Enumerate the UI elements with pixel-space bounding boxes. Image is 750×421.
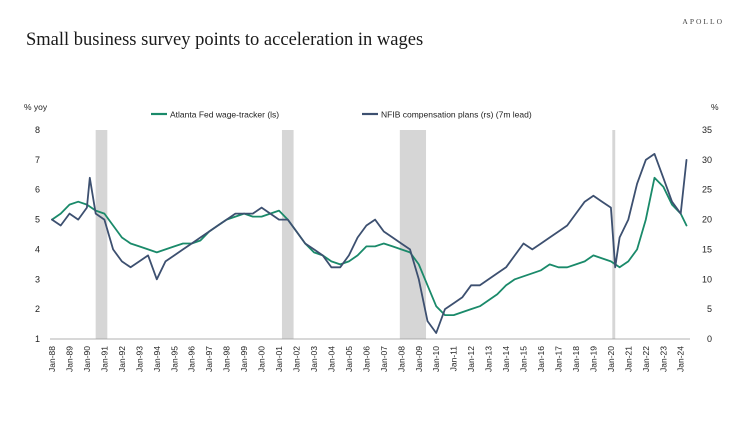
right-tick-label: 25 (702, 185, 712, 195)
x-tick-label: Jan-24 (676, 346, 686, 372)
right-tick-label: 10 (702, 274, 712, 284)
x-tick-label: Jan-20 (606, 346, 616, 372)
x-tick-label: Jan-99 (239, 346, 249, 372)
left-axis-ticks: 1 2 3 4 5 6 7 8 (35, 125, 40, 344)
left-tick-label: 4 (35, 244, 40, 254)
x-tick-label: Jan-16 (536, 346, 546, 372)
x-tick-label: Jan-88 (47, 346, 57, 372)
x-tick-label: Jan-06 (361, 346, 371, 372)
x-axis-ticks: Jan-88 Jan-89 Jan-90 Jan-91 Jan-92 Jan-93 Jan-… (47, 346, 686, 372)
x-tick-label: Jan-96 (187, 346, 197, 372)
left-tick-label: 3 (35, 274, 40, 284)
x-tick-label: Jan-98 (222, 346, 232, 372)
legend-label-wage-tracker: Atlanta Fed wage-tracker (ls) (170, 110, 279, 120)
x-tick-label: Jan-01 (274, 346, 284, 372)
x-tick-label: Jan-23 (658, 346, 668, 372)
recession-band (399, 130, 427, 339)
left-tick-label: 1 (35, 334, 40, 344)
right-tick-label: 20 (702, 215, 712, 225)
right-tick-label: 15 (702, 244, 712, 254)
x-tick-label: Jan-05 (344, 346, 354, 372)
left-tick-label: 7 (35, 155, 40, 165)
legend-label-nfib: NFIB compensation plans (rs) (7m lead) (381, 110, 532, 120)
left-tick-label: 2 (35, 304, 40, 314)
x-tick-label: Jan-12 (466, 346, 476, 372)
x-tick-label: Jan-00 (257, 346, 267, 372)
recession-bands (95, 130, 616, 339)
left-tick-label: 5 (35, 215, 40, 225)
x-tick-label: Jan-89 (64, 346, 74, 372)
legend: Atlanta Fed wage-tracker (ls) NFIB compe… (151, 110, 532, 120)
x-tick-label: Jan-07 (379, 346, 389, 372)
x-tick-label: Jan-97 (204, 346, 214, 372)
x-tick-label: Jan-93 (134, 346, 144, 372)
x-tick-label: Jan-22 (641, 346, 651, 372)
x-tick-label: Jan-02 (292, 346, 302, 372)
right-tick-label: 0 (707, 334, 712, 344)
left-tick-label: 8 (35, 125, 40, 135)
right-tick-label: 35 (702, 125, 712, 135)
series-lines (51, 152, 688, 334)
x-tick-label: Jan-08 (396, 346, 406, 372)
x-tick-label: Jan-19 (588, 346, 598, 372)
x-tick-label: Jan-21 (623, 346, 633, 372)
x-tick-label: Jan-04 (326, 346, 336, 372)
x-tick-label: Jan-15 (519, 346, 529, 372)
right-tick-label: 30 (702, 155, 712, 165)
right-axis-ticks: 0 5 10 15 20 25 30 35 (702, 125, 712, 344)
x-tick-label: Jan-14 (501, 346, 511, 372)
x-tick-label: Jan-91 (99, 346, 109, 372)
x-tick-label: Jan-09 (414, 346, 424, 372)
x-tick-label: Jan-10 (431, 346, 441, 372)
chart-title: Small business survey points to accelera… (26, 30, 424, 50)
left-axis-unit: % yoy (24, 102, 48, 112)
brand-logo: APOLLO (682, 17, 724, 26)
x-tick-label: Jan-90 (82, 346, 92, 372)
recession-band (281, 130, 294, 339)
x-tick-label: Jan-17 (553, 346, 563, 372)
recession-band (612, 130, 616, 339)
right-tick-label: 5 (707, 304, 712, 314)
right-axis-unit: % (711, 102, 719, 112)
x-tick-label: Jan-03 (309, 346, 319, 372)
series-line-nfib (51, 152, 688, 334)
recession-band (95, 130, 108, 339)
x-tick-label: Jan-94 (152, 346, 162, 372)
x-tick-label: Jan-95 (169, 346, 179, 372)
x-tick-label: Jan-18 (571, 346, 581, 372)
series-line-wage-tracker (51, 176, 688, 317)
x-tick-label: Jan-92 (117, 346, 127, 372)
x-tick-label: Jan-13 (484, 346, 494, 372)
x-tick-label: Jan-11 (449, 346, 459, 372)
left-tick-label: 6 (35, 185, 40, 195)
